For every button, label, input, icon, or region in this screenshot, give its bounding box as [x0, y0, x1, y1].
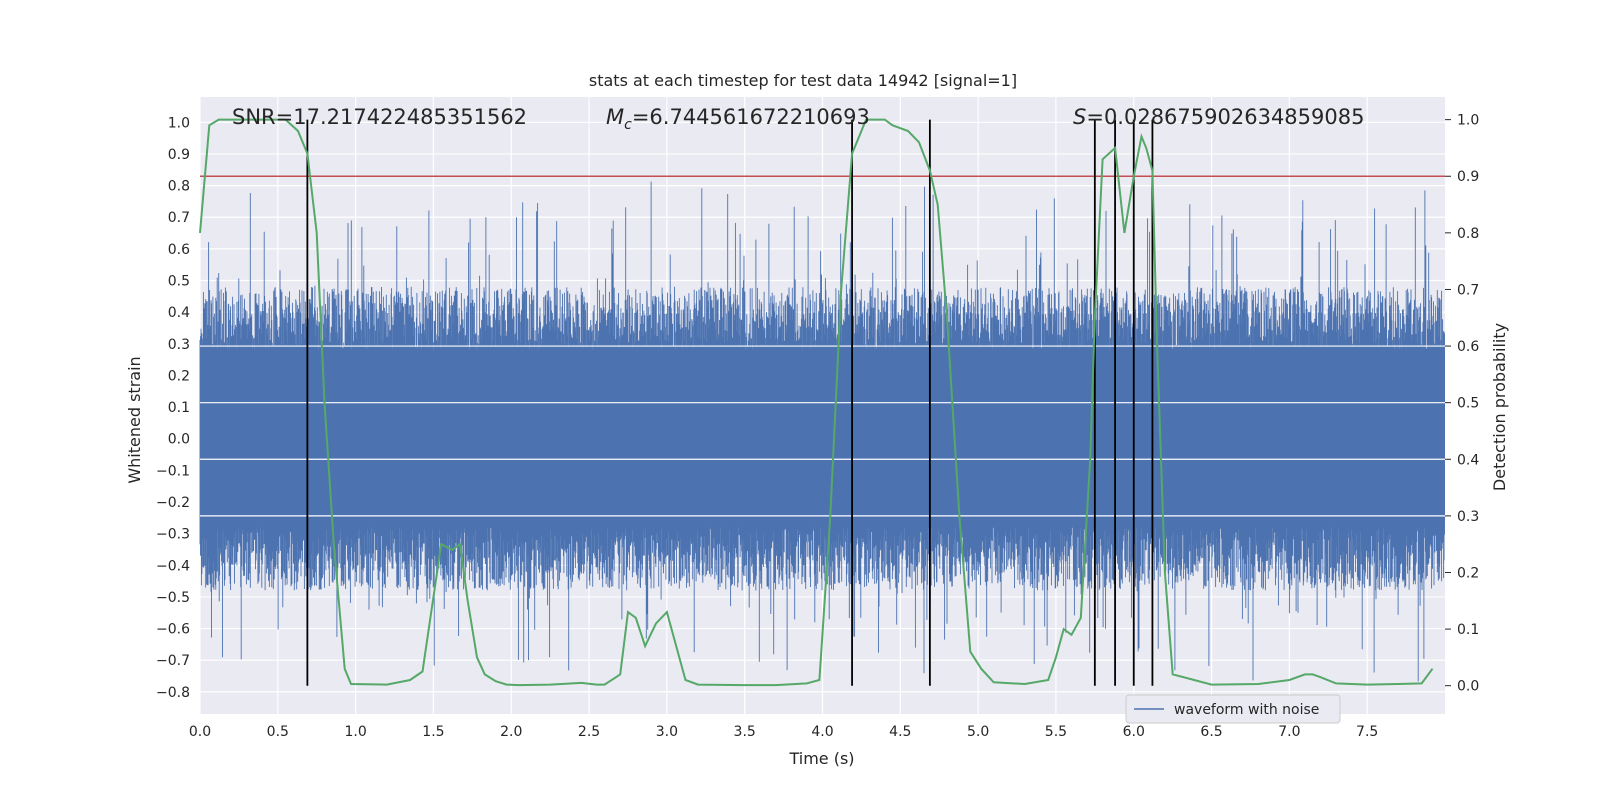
y-right-tick-label: 0.7	[1457, 282, 1479, 298]
legend-label: waveform with noise	[1174, 702, 1319, 718]
y-left-tick-label: −0.1	[156, 463, 190, 479]
y-left-tick-label: 0.7	[168, 210, 190, 226]
x-tick-label: 2.0	[500, 724, 522, 740]
x-axis-label: Time (s)	[788, 749, 854, 768]
x-tick-label: 5.0	[967, 724, 989, 740]
mc-annotation: Mc=6.744561672210693	[606, 105, 870, 133]
x-tick-label: 3.0	[656, 724, 678, 740]
y-right-tick-label: 0.1	[1457, 622, 1479, 638]
y-right-tick-label: 0.8	[1457, 226, 1479, 242]
y-right-tick-label: 0.0	[1457, 679, 1479, 695]
y-right-tick-label: 0.4	[1457, 452, 1479, 468]
y-left-tick-label: −0.4	[156, 558, 190, 574]
mc-symbol: M	[606, 105, 624, 129]
x-tick-label: 6.0	[1123, 724, 1145, 740]
y-left-tick-label: −0.2	[156, 495, 190, 511]
legend: waveform with noise	[1125, 694, 1341, 724]
s-annotation: S=0.028675902634859085	[1073, 105, 1364, 129]
probability-line	[199, 118, 1434, 687]
y-left-tick-label: 0.5	[168, 274, 190, 290]
y-left-tick-label: 0.6	[168, 242, 190, 258]
y-right-tick-label: 0.6	[1457, 339, 1479, 355]
snr-annotation: SNR=17.217422485351562	[232, 105, 527, 129]
y-left-tick-label: −0.5	[156, 590, 190, 606]
y-left-tick-label: 1.0	[168, 115, 190, 131]
x-tick-label: 7.0	[1278, 724, 1300, 740]
x-axis-ticks: 0.0 0.5 1.0 1.5 2.0 2.5 3.0 3.5 4.0 4.5 5.0 5.5 6.0 6…	[189, 724, 1378, 740]
x-tick-label: 0.5	[267, 724, 289, 740]
y-left-tick-label: −0.3	[156, 527, 190, 543]
y-right-tick-label: 0.2	[1457, 565, 1479, 581]
noise-band	[200, 345, 1445, 521]
mc-value: =6.744561672210693	[632, 105, 870, 129]
x-tick-label: 2.5	[578, 724, 600, 740]
y-right-tick-label: 1.0	[1457, 113, 1479, 129]
y-left-axis-ticks: −0.8 −0.7 −0.6 −0.5 −0.4 −0.3 −0.2 −0.1 0.0 0.1 0.…	[156, 115, 190, 701]
x-tick-label: 7.5	[1356, 724, 1378, 740]
y-left-tick-label: 0.2	[168, 368, 190, 384]
x-tick-label: 4.0	[811, 724, 833, 740]
y-left-tick-label: 0.4	[168, 305, 190, 321]
y-left-axis-label: Whitened strain	[125, 356, 144, 483]
s-symbol: S	[1073, 105, 1086, 129]
y-left-tick-label: 0.9	[168, 147, 190, 163]
s-value: =0.028675902634859085	[1086, 105, 1364, 129]
waveform-core	[200, 350, 1445, 521]
y-left-tick-label: −0.7	[156, 653, 190, 669]
y-right-axis-label: Detection probability	[1490, 323, 1509, 491]
y-left-tick-label: 0.1	[168, 400, 190, 416]
y-left-tick-label: 0.3	[168, 337, 190, 353]
x-tick-label: 5.5	[1045, 724, 1067, 740]
x-tick-label: 1.0	[344, 724, 366, 740]
y-right-tick-label: 0.9	[1457, 169, 1479, 185]
y-left-tick-label: −0.6	[156, 622, 190, 638]
y-left-tick-label: 0.8	[168, 179, 190, 195]
x-tick-label: 4.5	[889, 724, 911, 740]
y-left-tick-label: 0.0	[168, 432, 190, 448]
y-left-tick-label: −0.8	[156, 685, 190, 701]
x-tick-label: 1.5	[422, 724, 444, 740]
x-tick-label: 6.5	[1200, 724, 1222, 740]
y-right-tick-label: 0.5	[1457, 396, 1479, 412]
legend-box	[1125, 694, 1341, 724]
mc-subscript: c	[624, 117, 632, 133]
event-markers	[306, 119, 1154, 686]
chart-title: stats at each timestep for test data 149…	[589, 71, 1017, 90]
y-right-tick-label: 0.3	[1457, 509, 1479, 525]
y-right-axis-ticks: 0.0 0.1 0.2 0.3 0.4 0.5 0.6 0.7 0.8 0.9 1.0	[1445, 113, 1479, 695]
x-tick-label: 0.0	[189, 724, 211, 740]
x-tick-label: 3.5	[734, 724, 756, 740]
